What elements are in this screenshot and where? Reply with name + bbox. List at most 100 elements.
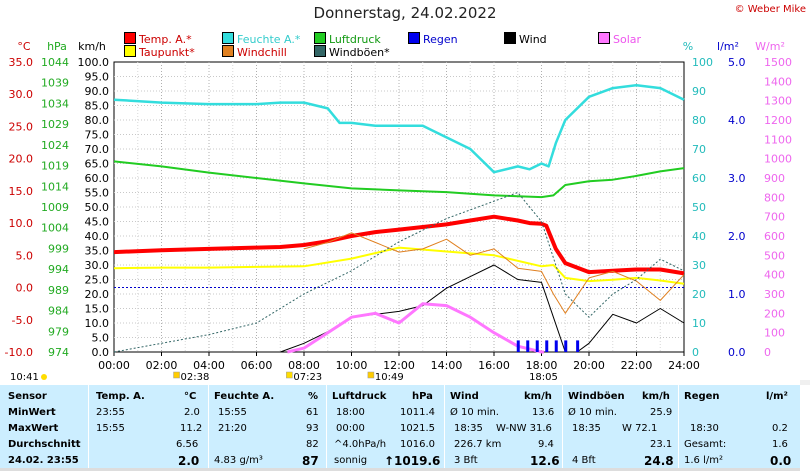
legend-swatch — [124, 45, 136, 57]
legend-label: Windböen* — [329, 46, 390, 59]
legend-item: Wind — [504, 32, 547, 46]
sunrise-time: 07:23 — [293, 372, 322, 383]
stats-now-wind-value: 12.6 — [530, 454, 560, 468]
stats-avg-label: Durchschnitt — [8, 439, 81, 450]
temp-tick: 5.0 — [16, 249, 34, 262]
humidity-tick: 0 — [692, 346, 699, 359]
legend-swatch — [408, 32, 420, 44]
x-tick-label: 10:00 — [336, 359, 368, 372]
legend-swatch — [222, 45, 234, 57]
legend-item: Regen — [408, 32, 458, 46]
credit-text: © Weber Mike — [734, 4, 806, 15]
rain-tick: 0.0 — [728, 346, 746, 359]
wind-tick: 85.0 — [85, 100, 110, 113]
stats-header-rain: Regen — [684, 391, 720, 402]
pressure-tick: 989 — [48, 284, 69, 297]
stats-max-rain-value: 0.2 — [772, 423, 788, 434]
stats-min-label: MinWert — [8, 407, 56, 418]
x-tick-label: 12:00 — [383, 359, 415, 372]
pressure-tick: 1004 — [41, 222, 69, 235]
temp-tick: 15.0 — [9, 185, 34, 198]
legend-label: Windchill — [237, 46, 287, 59]
humidity-tick: 80 — [692, 114, 706, 127]
stats-min-pres-time: 18:00 — [336, 407, 365, 418]
stats-min-hum-time: 15:55 — [218, 407, 247, 418]
stats-min-wind-label: Ø 10 min. — [450, 407, 499, 418]
stats-header-gusts-unit: km/h — [642, 391, 670, 402]
wind-tick: 65.0 — [85, 158, 110, 171]
humidity-tick: 100 — [692, 56, 713, 69]
x-tick-label: 08:00 — [288, 359, 320, 372]
solar-tick: 1200 — [764, 114, 792, 127]
legend-item: Feuchte A.* — [222, 32, 300, 46]
rain-bar — [535, 340, 539, 352]
x-tick-label: 22:00 — [621, 359, 653, 372]
legend-swatch — [598, 32, 610, 44]
rain-bar — [526, 340, 530, 352]
stats-avg-pres-value: 1016.0 — [400, 439, 435, 450]
wind-tick: 25.0 — [85, 274, 110, 287]
pressure-tick: 1044 — [41, 56, 69, 69]
weather-chart: 35.030.025.020.015.010.05.00.0-5.0-10.01… — [5, 40, 810, 385]
solar-unit: W/m² — [755, 40, 785, 53]
series-temp-a — [113, 214, 685, 276]
x-tick-label: 20:00 — [573, 359, 605, 372]
sun-icon — [41, 374, 47, 380]
humidity-tick: 20 — [692, 288, 706, 301]
moon-set-time: 10:49 — [375, 372, 404, 383]
rain-tick: 2.0 — [728, 230, 746, 243]
stats-max-wind-time: 18:35 — [454, 423, 483, 434]
x-tick-label: 14:00 — [431, 359, 463, 372]
rain-bar — [545, 340, 549, 352]
stats-max-wind-dir: W-NW 31.6 — [496, 423, 552, 434]
legend-swatch — [222, 32, 234, 44]
legend-label: Wind — [519, 33, 547, 46]
series-windb-en — [113, 192, 685, 353]
x-tick-label: 04:00 — [193, 359, 225, 372]
x-tick-label: 00:00 — [98, 359, 130, 372]
series-luftdruck — [113, 160, 685, 199]
legend-label: Solar — [613, 33, 642, 46]
sunrise-icon — [286, 371, 293, 379]
wind-tick: 10.0 — [85, 317, 110, 330]
temp-tick: 35.0 — [9, 56, 34, 69]
stats-now-hum-value: 87 — [302, 454, 319, 468]
temp-tick: 0.0 — [16, 282, 34, 295]
stats-header-humidity-unit: % — [308, 391, 319, 402]
series-wind — [114, 264, 685, 353]
x-tick-label: 24:00 — [668, 359, 700, 372]
stats-avg-wind-dist: 226.7 km — [454, 439, 502, 450]
humidity-tick: 50 — [692, 201, 706, 214]
pressure-tick: 974 — [48, 346, 69, 359]
legend-label: Luftdruck — [329, 33, 381, 46]
stats-avg-hum-value: 82 — [306, 439, 319, 450]
rain-tick: 3.0 — [728, 172, 746, 185]
series-taupunkt — [113, 246, 685, 285]
solar-tick: 900 — [764, 172, 785, 185]
solar-tick: 1100 — [764, 133, 792, 146]
stats-now-rain-unit: 1.6 l/m² — [684, 455, 723, 466]
humidity-tick: 70 — [692, 143, 706, 156]
temp-tick: 30.0 — [9, 88, 34, 101]
legend-label: Taupunkt* — [139, 46, 195, 59]
page-title: Donnerstag, 24.02.2022 — [313, 4, 497, 22]
legend-item: Solar — [598, 32, 641, 46]
solar-tick: 500 — [764, 249, 785, 262]
temp-unit: °C — [17, 40, 31, 53]
temp-tick: 10.0 — [9, 217, 34, 230]
legend-item: Taupunkt* — [124, 45, 195, 59]
solar-tick: 300 — [764, 288, 785, 301]
wind-tick: 30.0 — [85, 259, 110, 272]
stats-table: Sensor Temp. A. °C Feuchte A. % Luftdruc… — [0, 385, 800, 471]
solar-tick: 100 — [764, 327, 785, 340]
stats-avg-temp-value: 6.56 — [176, 439, 199, 450]
solar-tick: 800 — [764, 191, 785, 204]
wind-tick: 50.0 — [85, 201, 110, 214]
pressure-tick: 1034 — [41, 97, 69, 110]
stats-min-temp-value: 2.0 — [184, 407, 200, 418]
stats-header-temp-unit: °C — [184, 391, 197, 402]
stats-header-pressure-unit: hPa — [412, 391, 433, 402]
rain-tick: 1.0 — [728, 288, 746, 301]
pressure-unit: hPa — [47, 40, 67, 53]
stats-max-temp-value: 11.2 — [180, 423, 203, 434]
